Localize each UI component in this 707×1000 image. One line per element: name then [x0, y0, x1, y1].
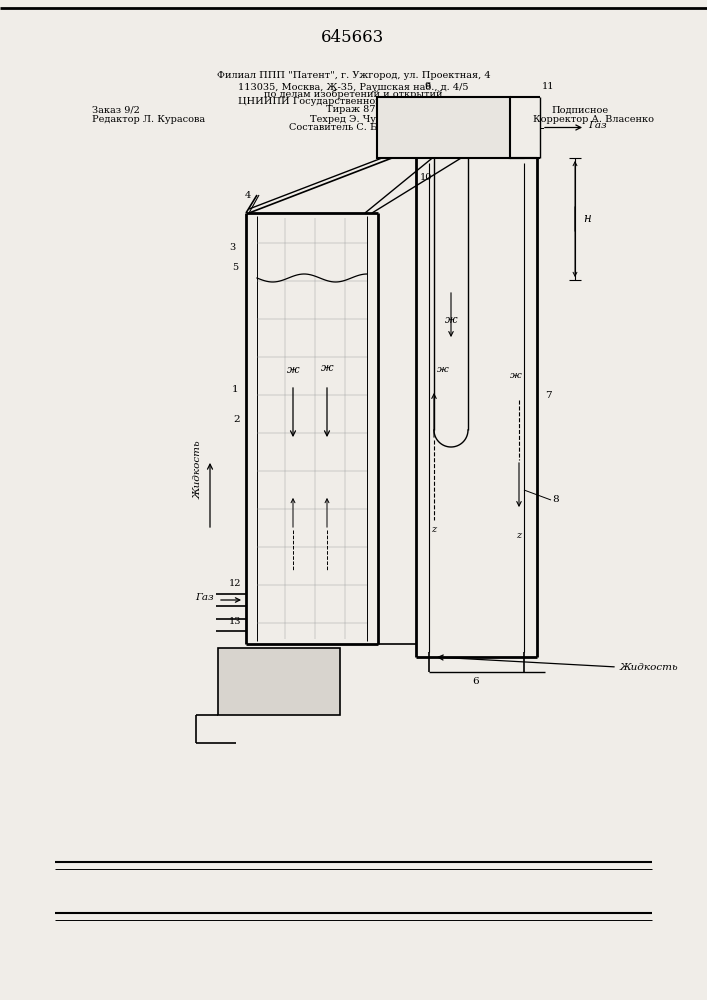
- Text: 6: 6: [473, 677, 479, 686]
- Text: н: н: [583, 213, 591, 226]
- Text: Подписное: Подписное: [551, 105, 608, 114]
- Text: 4: 4: [245, 191, 251, 200]
- Text: 7: 7: [545, 390, 551, 399]
- Text: по делам изобретений и открытий: по делам изобретений и открытий: [264, 89, 443, 99]
- Text: 5: 5: [232, 263, 238, 272]
- Text: 12: 12: [228, 579, 241, 588]
- Text: 9: 9: [424, 82, 431, 91]
- Text: Жидкость: Жидкость: [194, 441, 202, 499]
- Text: z: z: [431, 526, 436, 534]
- Text: 2: 2: [233, 416, 240, 424]
- Text: 8: 8: [552, 495, 559, 504]
- Text: z: z: [516, 530, 522, 540]
- Text: Жидкость: Жидкость: [620, 662, 679, 672]
- Text: Составитель С. Баранова: Составитель С. Баранова: [288, 123, 419, 132]
- Text: ж: ж: [510, 370, 522, 379]
- Text: 13: 13: [228, 616, 241, 626]
- Text: 645663: 645663: [322, 29, 385, 46]
- Bar: [377, 97, 510, 158]
- Text: ж: ж: [286, 365, 299, 375]
- Text: Тираж 876: Тираж 876: [326, 105, 381, 114]
- Text: 10: 10: [420, 172, 433, 182]
- Text: Корректор А. Власенко: Корректор А. Власенко: [533, 115, 655, 124]
- Text: Техред Э. Чужик: Техред Э. Чужик: [310, 115, 397, 124]
- Text: Газ: Газ: [588, 121, 607, 130]
- Text: Газ: Газ: [195, 592, 214, 601]
- Text: 113035, Москва, Ж-35, Раушская наб., д. 4/5: 113035, Москва, Ж-35, Раушская наб., д. …: [238, 82, 469, 92]
- Text: Редактор Л. Курасова: Редактор Л. Курасова: [92, 115, 205, 124]
- Text: ЦНИИПИ Государственного комитета СССР: ЦНИИПИ Государственного комитета СССР: [238, 97, 469, 105]
- Text: ж: ж: [445, 315, 457, 325]
- Text: Заказ 9/2: Заказ 9/2: [92, 105, 140, 114]
- Text: ж: ж: [321, 363, 333, 373]
- Text: ж: ж: [437, 365, 449, 374]
- Text: 1: 1: [231, 385, 238, 394]
- Text: Филиал ППП "Патент", г. Ужгород, ул. Проектная, 4: Филиал ППП "Патент", г. Ужгород, ул. Про…: [216, 70, 491, 80]
- Text: 11: 11: [542, 82, 554, 91]
- Text: 3: 3: [230, 243, 236, 252]
- Bar: [218, 648, 340, 715]
